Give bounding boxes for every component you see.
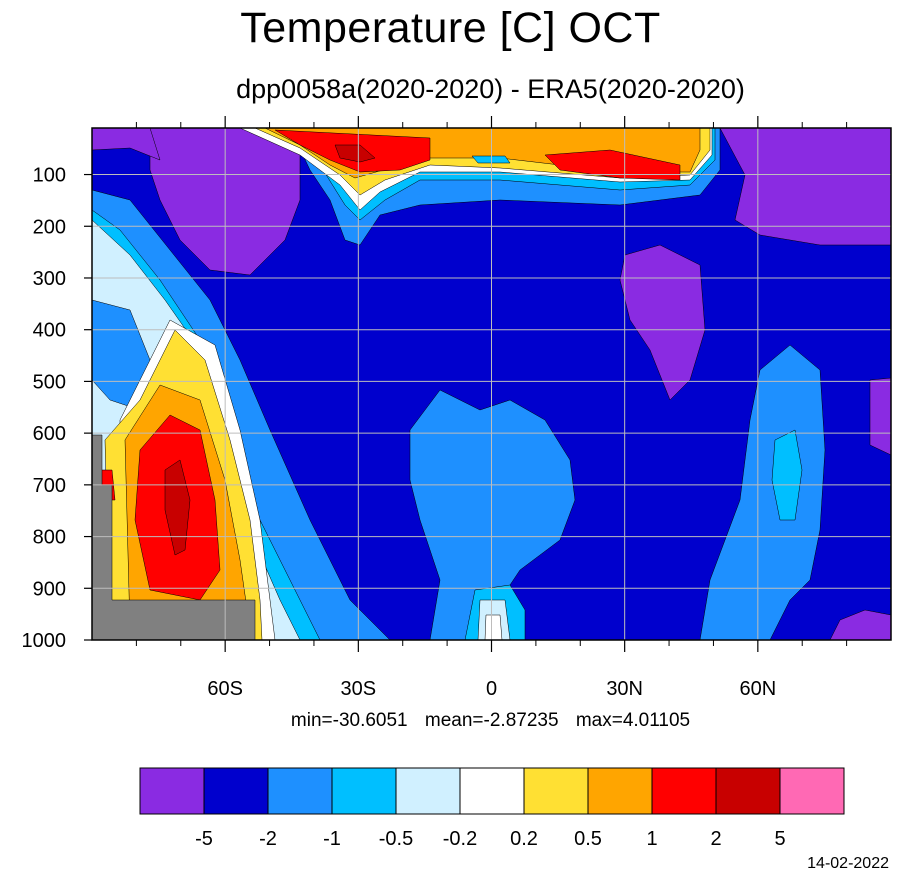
colorbar-label: -0.5 <box>379 828 413 850</box>
colorbar-label: -2 <box>259 828 277 850</box>
colorbar-box <box>715 767 781 815</box>
fill-red-top-right <box>544 149 681 181</box>
y-tick-label: 700 <box>33 475 66 497</box>
axes: 60S 30S 0 30N 60N 100 200 300 400 500 600 700 800 900… <box>22 116 848 700</box>
y-tick-label: 500 <box>33 371 66 393</box>
colorbar-label: 2 <box>710 828 721 850</box>
chart-subtitle: dpp0058a(2020-2020) - ERA5(2020-2020) <box>236 74 745 104</box>
colorbar-label: -5 <box>195 828 213 850</box>
colorbar-box <box>267 767 333 815</box>
colorbar-box <box>459 767 525 815</box>
x-tick-label: 30S <box>341 678 377 700</box>
colorbar-box <box>395 767 461 815</box>
x-tick-label: 30N <box>606 678 643 700</box>
colorbar-box <box>779 767 845 815</box>
colorbar-box <box>651 767 717 815</box>
colorbar-box <box>523 767 589 815</box>
y-tick-label: 600 <box>33 423 66 445</box>
y-tick-label: 1000 <box>22 630 67 652</box>
x-tick-label: 60N <box>739 678 776 700</box>
x-tick-label: 0 <box>486 678 497 700</box>
fill-blue-plume-right <box>699 344 826 640</box>
y-tick-label: 400 <box>33 320 66 342</box>
colorbar-label: -0.2 <box>443 828 477 850</box>
colorbar-label: -1 <box>323 828 341 850</box>
colorbar-box <box>139 767 205 815</box>
y-tick-label: 300 <box>33 268 66 290</box>
y-tick-label: 100 <box>33 165 66 187</box>
fill-purple-corner <box>92 128 161 161</box>
fill-purple-edge-right <box>869 377 891 456</box>
y-tick-label: 900 <box>33 578 66 600</box>
colorbar-label: 5 <box>774 828 785 850</box>
colorbar-box <box>331 767 397 815</box>
colorbar-box <box>203 767 269 815</box>
colorbar: -5 -2 -1 -0.5 -0.2 0.2 0.5 1 2 5 <box>139 767 845 850</box>
fill-cyan-right <box>771 429 803 521</box>
stat-mean: mean=-2.87235 <box>424 710 559 731</box>
colorbar-label: 0.5 <box>574 828 602 850</box>
date-stamp: 14-02-2022 <box>807 855 889 872</box>
fill-purple-upper-right <box>719 128 891 246</box>
fill-purple-bottom-right <box>829 609 891 640</box>
fill-darkred-blob <box>164 459 191 556</box>
colorbar-label: 1 <box>646 828 657 850</box>
fill-white-center-bottom <box>484 614 503 640</box>
colorbar-box <box>587 767 653 815</box>
stats-line: min=-30.6051 mean=-2.87235 max=4.01105 <box>0 710 901 732</box>
fill-darkred-top <box>334 144 376 163</box>
chart-title: Temperature [C] OCT <box>240 4 661 52</box>
stat-min: min=-30.6051 <box>290 710 408 731</box>
y-tick-label: 200 <box>33 216 66 238</box>
fill-blue-plume-center <box>409 389 576 640</box>
y-tick-label: 800 <box>33 527 66 549</box>
x-tick-label: 60S <box>207 678 243 700</box>
fill-missing-data <box>92 434 256 640</box>
stat-max: max=4.01105 <box>575 710 691 731</box>
colorbar-label: 0.2 <box>510 828 538 850</box>
